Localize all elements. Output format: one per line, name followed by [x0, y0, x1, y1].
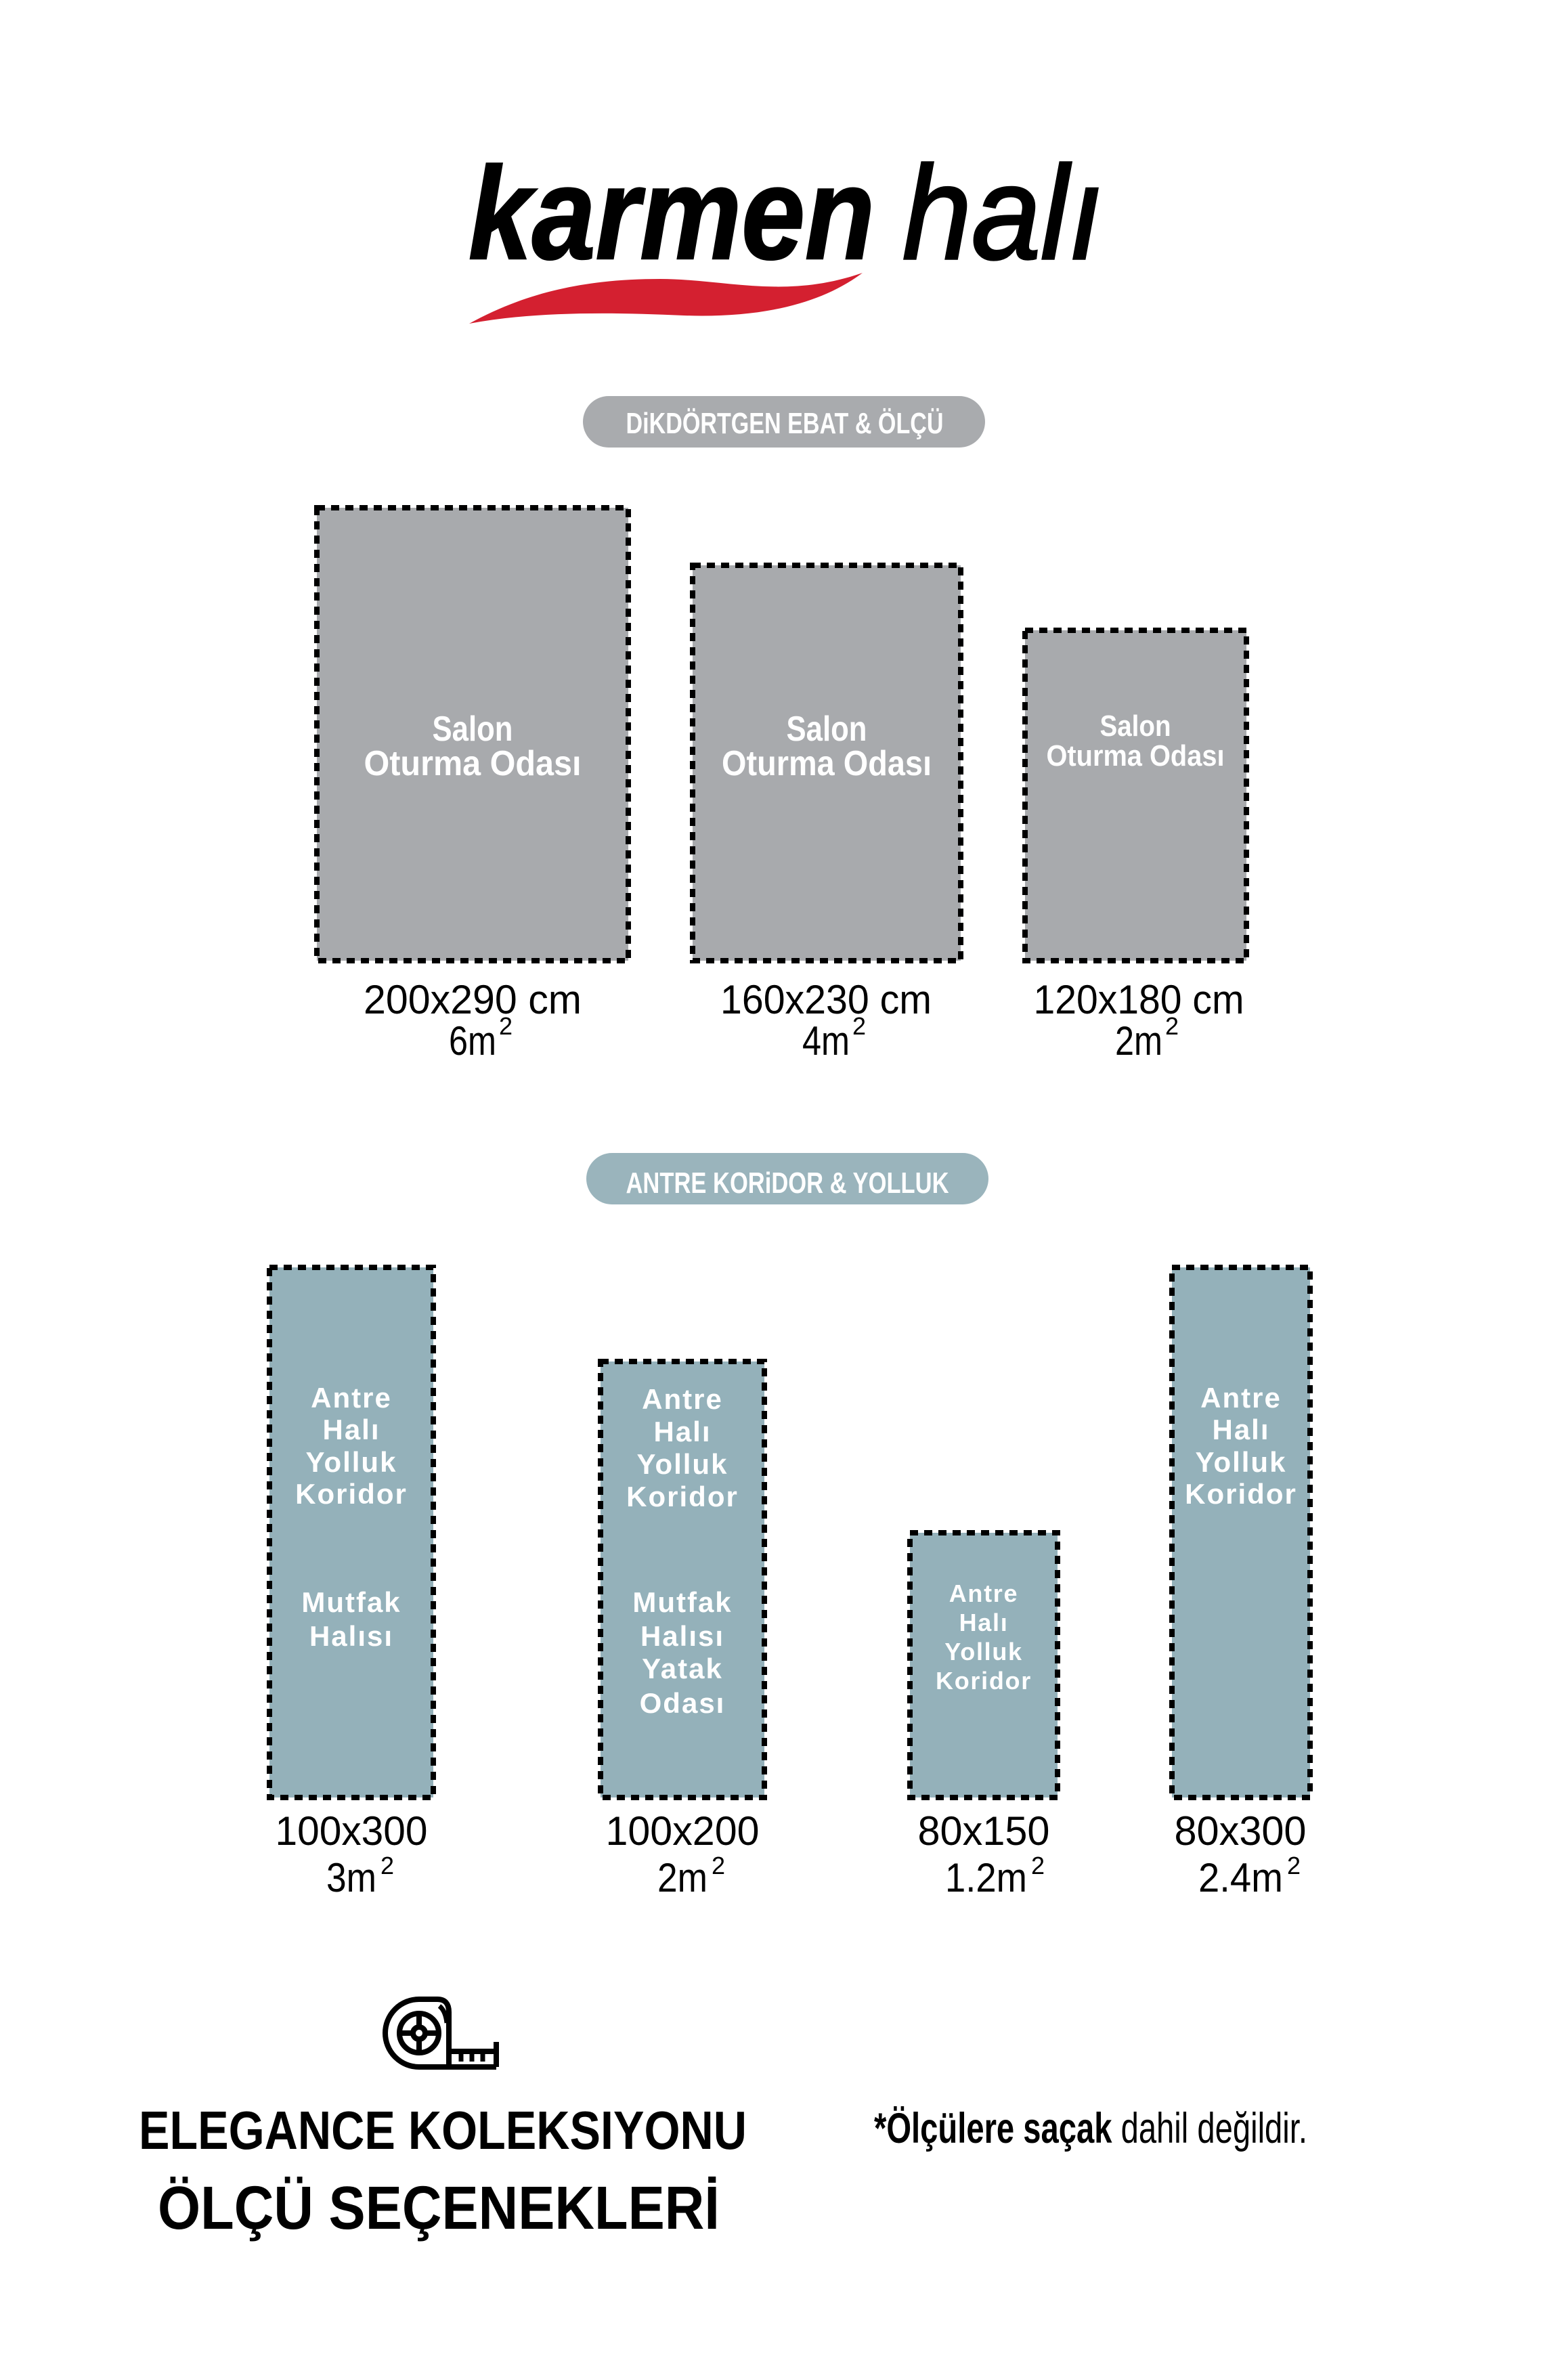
svg-text:Halı: Halı [653, 1416, 711, 1447]
svg-text:Oturma Odası: Oturma Odası [722, 744, 932, 783]
svg-text:DiKDÖRTGEN EBAT & ÖLÇÜ: DiKDÖRTGEN EBAT & ÖLÇÜ [626, 407, 944, 440]
svg-text:Mutfak: Mutfak [632, 1586, 732, 1618]
svg-text:Salon: Salon [433, 710, 513, 749]
svg-text:Mutfak: Mutfak [301, 1586, 401, 1618]
svg-text:Yolluk: Yolluk [1196, 1446, 1287, 1478]
svg-text:Odası: Odası [640, 1687, 726, 1719]
svg-text:2m: 2m [1115, 1018, 1162, 1064]
svg-text:160x230 cm: 160x230 cm [720, 977, 932, 1022]
svg-text:Yatak: Yatak [642, 1653, 723, 1684]
svg-text:karmen: karmen [469, 140, 875, 287]
svg-text:80x300: 80x300 [1175, 1808, 1307, 1854]
svg-text:ANTRE KORiDOR & YOLLUK: ANTRE KORiDOR & YOLLUK [626, 1167, 949, 1200]
svg-text:2: 2 [852, 1012, 866, 1040]
svg-text:6m: 6m [449, 1018, 496, 1064]
svg-text:80x150: 80x150 [918, 1808, 1050, 1854]
svg-text:2: 2 [380, 1852, 394, 1879]
svg-text:halı: halı [902, 139, 1103, 287]
svg-text:2: 2 [499, 1012, 513, 1040]
svg-text:Yolluk: Yolluk [306, 1446, 397, 1478]
svg-text:Halı: Halı [322, 1414, 380, 1445]
svg-text:ELEGANCE KOLEKSIYONU: ELEGANCE KOLEKSIYONU [139, 2100, 747, 2160]
svg-text:2: 2 [1287, 1852, 1301, 1879]
svg-text:Halısı: Halısı [309, 1620, 393, 1652]
svg-text:1.2m: 1.2m [945, 1855, 1027, 1900]
svg-text:Yolluk: Yolluk [944, 1638, 1023, 1665]
svg-text:4m: 4m [802, 1018, 850, 1064]
svg-text:Oturma Odası: Oturma Odası [364, 744, 582, 783]
svg-text:Antre: Antre [1200, 1382, 1282, 1414]
svg-text:2: 2 [712, 1852, 725, 1879]
svg-text:2: 2 [1165, 1012, 1179, 1040]
svg-text:ÖLÇÜ SEÇENEKLERİ: ÖLÇÜ SEÇENEKLERİ [158, 2175, 720, 2242]
svg-text:200x290 cm: 200x290 cm [364, 977, 582, 1022]
svg-text:Koridor: Koridor [936, 1667, 1032, 1695]
svg-text:Yolluk: Yolluk [637, 1448, 728, 1480]
svg-text:Koridor: Koridor [626, 1481, 739, 1512]
svg-text:*Ölçülere saçak dahil değildir: *Ölçülere saçak dahil değildir. [874, 2105, 1307, 2152]
svg-text:Salon: Salon [1100, 710, 1171, 743]
svg-text:Antre: Antre [949, 1579, 1019, 1607]
svg-text:Halı: Halı [959, 1609, 1009, 1636]
svg-text:Salon: Salon [787, 710, 867, 749]
svg-text:Halısı: Halısı [640, 1620, 724, 1652]
svg-text:120x180 cm: 120x180 cm [1034, 977, 1244, 1022]
svg-text:3m: 3m [326, 1855, 376, 1900]
svg-text:Halı: Halı [1212, 1414, 1269, 1445]
svg-text:Antre: Antre [642, 1383, 723, 1415]
svg-text:Koridor: Koridor [1185, 1478, 1297, 1510]
svg-text:Antre: Antre [311, 1382, 392, 1414]
svg-text:2: 2 [1031, 1852, 1045, 1879]
svg-text:2.4m: 2.4m [1198, 1855, 1283, 1900]
svg-text:100x200: 100x200 [606, 1808, 760, 1854]
svg-text:100x300: 100x300 [276, 1808, 428, 1854]
svg-text:2m: 2m [657, 1855, 707, 1900]
svg-text:Oturma Odası: Oturma Odası [1047, 739, 1225, 772]
svg-text:Koridor: Koridor [295, 1478, 408, 1510]
